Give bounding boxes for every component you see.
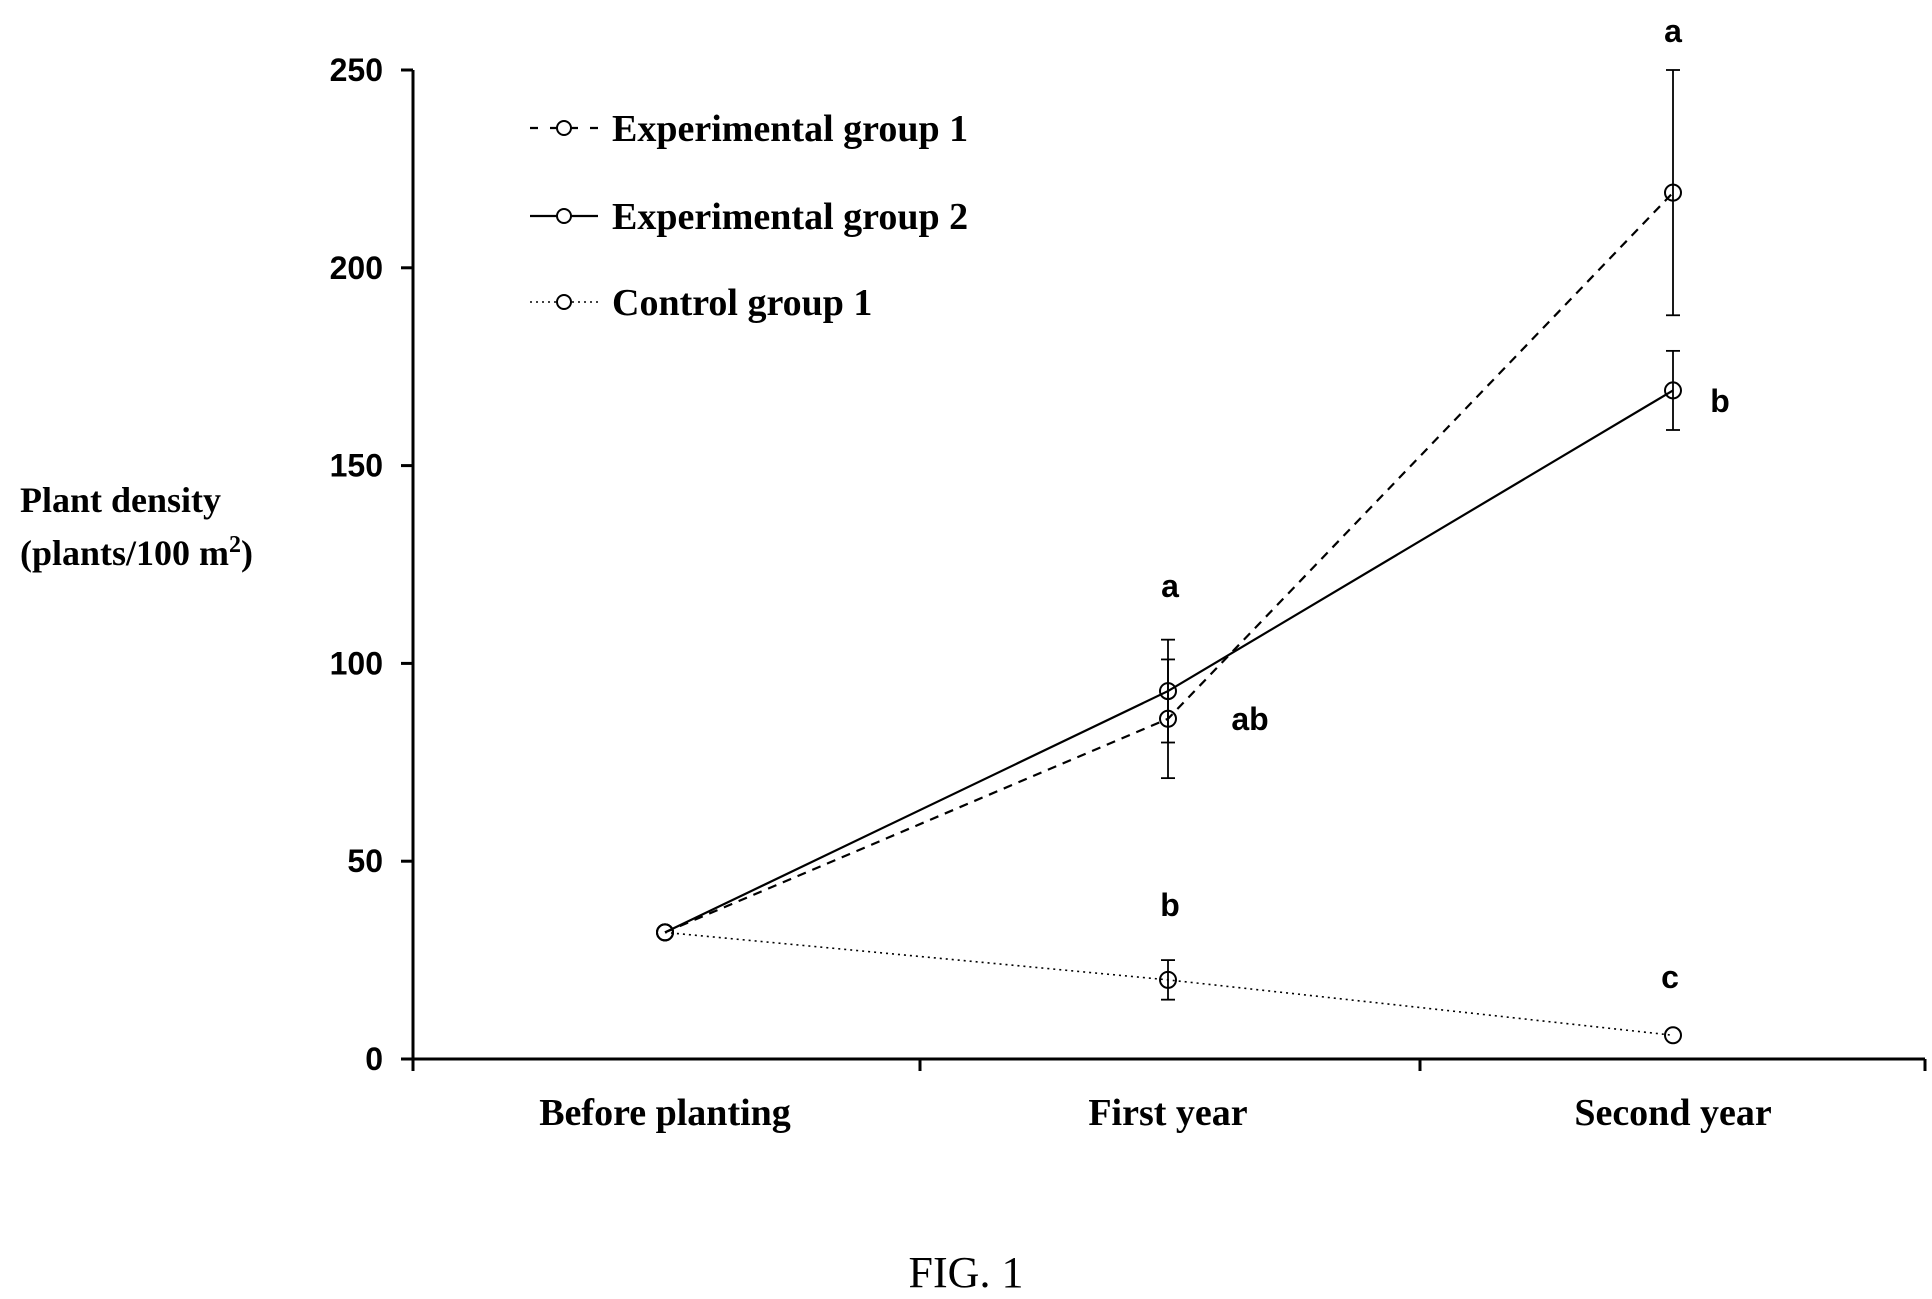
data-point <box>1159 682 1177 701</box>
y-tick-label: 200 <box>330 250 383 286</box>
series-layer <box>656 69 1682 1045</box>
y-tick-label: 250 <box>330 52 383 88</box>
data-point <box>656 923 674 942</box>
axes-layer: 0 50 100 150 200 250 Before planting First year… <box>330 52 1927 1134</box>
legend: Experimental group 1 Experimental group 2… <box>530 108 968 324</box>
y-tick-label: 100 <box>330 645 383 681</box>
significance-label: ab <box>1231 701 1268 737</box>
data-point <box>1664 1026 1682 1045</box>
x-tick-label: First year <box>1088 1092 1247 1134</box>
legend-label: Experimental group 2 <box>612 196 968 238</box>
data-point <box>1664 381 1682 400</box>
legend-marker <box>556 208 572 224</box>
legend-label: Experimental group 1 <box>612 108 968 150</box>
significance-label: b <box>1160 887 1180 923</box>
x-tick-label: Before planting <box>539 1092 791 1134</box>
data-point <box>1664 183 1682 202</box>
x-tick-label: Second year <box>1574 1092 1772 1134</box>
legend-label: Control group 1 <box>612 282 872 324</box>
significance-label: b <box>1710 383 1730 419</box>
y-tick-label: 150 <box>330 448 383 484</box>
data-point <box>1159 970 1177 989</box>
figure-caption: FIG. 1 <box>909 1248 1024 1297</box>
significance-label: a <box>1161 568 1179 604</box>
legend-marker <box>556 120 572 136</box>
significance-label: c <box>1661 959 1679 995</box>
y-axis-label-line2: (plants/100 m2) <box>20 532 253 573</box>
legend-marker <box>556 294 572 310</box>
y-tick-label: 0 <box>365 1041 383 1077</box>
y-tick-label: 50 <box>347 843 383 879</box>
y-axis-label-line1: Plant density <box>20 480 221 520</box>
significance-label: a <box>1664 13 1682 49</box>
series-line-3 <box>664 931 1674 1037</box>
series-line-2 <box>664 389 1674 934</box>
